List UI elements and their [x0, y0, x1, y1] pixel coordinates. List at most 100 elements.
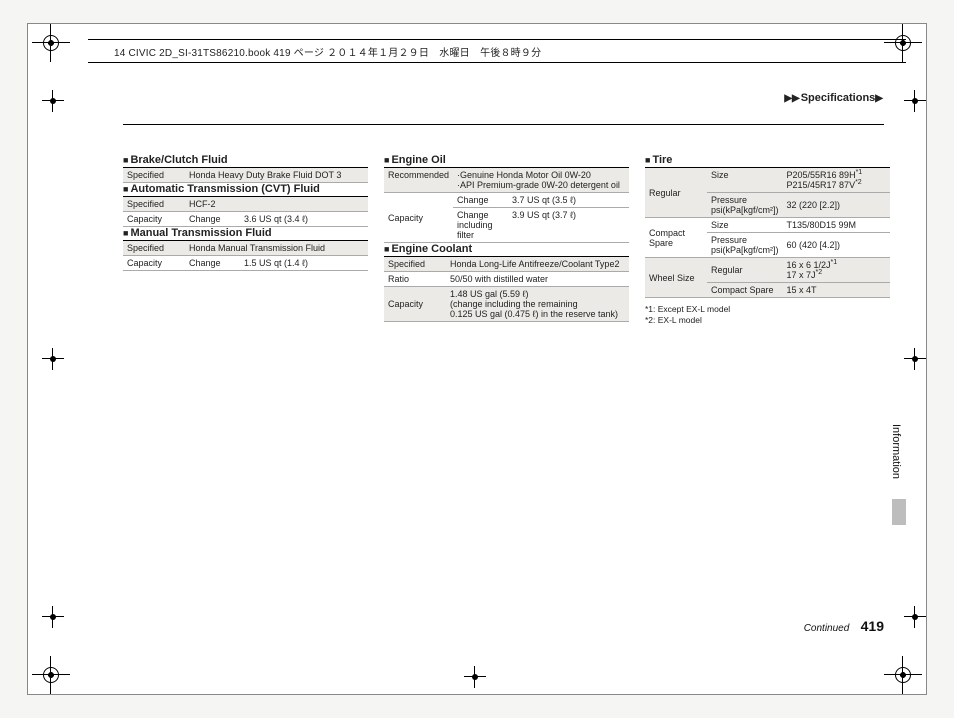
breadcrumb: ▶▶Specifications▶	[784, 92, 884, 104]
arrow-icon: ▶	[875, 93, 883, 104]
spec-table: Specified Honda Long-Life Antifreeze/Coo…	[384, 257, 629, 322]
page-frame: 14 CIVIC 2D_SI-31TS86210.book 419 ページ ２０…	[27, 23, 927, 695]
row-label: Regular	[645, 168, 707, 218]
value-line: 16 x 6 1/2J	[787, 260, 831, 270]
row-sub: Compact Spare	[707, 283, 783, 298]
row-value: 3.9 US qt (3.7 ℓ)	[508, 208, 629, 243]
footnotes: *1: Except EX-L model *2: EX-L model	[645, 304, 890, 326]
section-title-text: Automatic Transmission (CVT) Fluid	[130, 183, 319, 195]
row-sub: Change	[185, 212, 240, 227]
table-row: Specified Honda Manual Transmission Flui…	[123, 241, 368, 256]
value-line: P215/45R17 87V	[787, 180, 856, 190]
value-line: 17 x 7J	[787, 270, 816, 280]
row-value: P205/55R16 89H*1 P215/45R17 87V*2	[783, 168, 890, 193]
value-line: 0.125 US gal (0.475 ℓ) in the reserve ta…	[450, 309, 618, 319]
regmark-icon	[890, 662, 916, 688]
divider	[123, 124, 884, 125]
table-row: Capacity Change 3.7 US qt (3.5 ℓ)	[384, 193, 629, 208]
value-line: ·API Premium-grade 0W-20 detergent oil	[457, 180, 620, 190]
table-row: Specified HCF-2	[123, 197, 368, 212]
section-title-text: Brake/Clutch Fluid	[130, 154, 227, 166]
row-value: T135/80D15 99M	[783, 218, 890, 233]
table-row: Regular Size P205/55R16 89H*1 P215/45R17…	[645, 168, 890, 193]
section-title: Automatic Transmission (CVT) Fluid	[123, 183, 368, 197]
row-label: Capacity	[123, 256, 185, 271]
section-title: Engine Oil	[384, 154, 629, 168]
row-value: 1.5 US qt (1.4 ℓ)	[240, 256, 368, 271]
value-line: psi(kPa[kgf/cm²])	[711, 205, 779, 215]
crossmark-icon	[46, 610, 60, 624]
footnote: *1: Except EX-L model	[645, 304, 890, 315]
section-title: Tire	[645, 154, 890, 168]
table-row: Specified Honda Long-Life Antifreeze/Coo…	[384, 257, 629, 272]
value-line: P205/55R16 89H	[787, 170, 856, 180]
row-value: 16 x 6 1/2J*1 17 x 7J*2	[783, 258, 890, 283]
regmark-icon	[38, 662, 64, 688]
row-sub: Change	[185, 256, 240, 271]
section-title-text: Engine Oil	[391, 154, 445, 166]
header-band: 14 CIVIC 2D_SI-31TS86210.book 419 ページ ２０…	[88, 39, 906, 63]
table-row: Compact Spare Size T135/80D15 99M	[645, 218, 890, 233]
crossmark-icon	[908, 610, 922, 624]
footnote: *2: EX-L model	[645, 315, 890, 326]
row-value: Honda Long-Life Antifreeze/Coolant Type2	[446, 257, 629, 272]
column-3: Tire Regular Size P205/55R16 89H*1 P215/…	[645, 154, 890, 326]
row-label: Ratio	[384, 272, 446, 287]
value-line: 1.48 US gal (5.59 ℓ)	[450, 289, 528, 299]
table-row: Capacity Change 1.5 US qt (1.4 ℓ)	[123, 256, 368, 271]
page-number: 419	[861, 618, 884, 634]
row-sub: Pressure psi(kPa[kgf/cm²])	[707, 233, 783, 258]
row-sub: Size	[707, 168, 783, 193]
section-title: Brake/Clutch Fluid	[123, 154, 368, 168]
spec-table: Specified Honda Manual Transmission Flui…	[123, 241, 368, 271]
crossmark-icon	[908, 94, 922, 108]
row-value: 15 x 4T	[783, 283, 890, 298]
section-title-text: Tire	[652, 154, 672, 166]
section-title: Engine Coolant	[384, 243, 629, 257]
value-line: Pressure	[711, 195, 747, 205]
footnote-ref: *1	[831, 259, 838, 266]
spec-table: Recommended ·Genuine Honda Motor Oil 0W-…	[384, 168, 629, 243]
section-title-text: Manual Transmission Fluid	[130, 227, 271, 239]
row-sub: Pressure psi(kPa[kgf/cm²])	[707, 193, 783, 218]
row-value: 60 (420 [4.2])	[783, 233, 890, 258]
value-line: (change including the remaining	[450, 299, 578, 309]
breadcrumb-text: Specifications	[801, 92, 876, 104]
page-footer: Continued 419	[804, 618, 884, 634]
continued-label: Continued	[804, 623, 850, 634]
section-title-text: Engine Coolant	[391, 243, 472, 255]
value-line: Pressure	[711, 235, 747, 245]
side-tab-label: Information	[890, 424, 902, 479]
crossmark-icon	[468, 670, 482, 684]
row-label: Specified	[123, 197, 185, 212]
arrow-icon: ▶▶	[784, 93, 799, 104]
row-value: ·Genuine Honda Motor Oil 0W-20 ·API Prem…	[453, 168, 629, 193]
content-area: Brake/Clutch Fluid Specified Honda Heavy…	[123, 154, 893, 326]
table-row: Recommended ·Genuine Honda Motor Oil 0W-…	[384, 168, 629, 193]
row-value: HCF-2	[185, 197, 368, 212]
row-label: Capacity	[384, 287, 446, 322]
row-value: 32 (220 [2.2])	[783, 193, 890, 218]
row-label: Wheel Size	[645, 258, 707, 298]
crossmark-icon	[908, 352, 922, 366]
spec-table: Specified HCF-2 Capacity Change 3.6 US q…	[123, 197, 368, 227]
row-value: 3.7 US qt (3.5 ℓ)	[508, 193, 629, 208]
regmark-icon	[38, 30, 64, 56]
row-label: Capacity	[123, 212, 185, 227]
row-label: Recommended	[384, 168, 453, 193]
row-sub: Regular	[707, 258, 783, 283]
crossmark-icon	[46, 94, 60, 108]
row-label: Specified	[123, 168, 185, 183]
section-title: Manual Transmission Fluid	[123, 227, 368, 241]
table-row: Ratio 50/50 with distilled water	[384, 272, 629, 287]
row-value: 3.6 US qt (3.4 ℓ)	[240, 212, 368, 227]
row-sub: Change including filter	[453, 208, 508, 243]
spec-table: Specified Honda Heavy Duty Brake Fluid D…	[123, 168, 368, 183]
column-1: Brake/Clutch Fluid Specified Honda Heavy…	[123, 154, 368, 326]
table-row: Capacity 1.48 US gal (5.59 ℓ) (change in…	[384, 287, 629, 322]
row-label: Capacity	[384, 193, 453, 243]
table-row: Specified Honda Heavy Duty Brake Fluid D…	[123, 168, 368, 183]
table-row: Capacity Change 3.6 US qt (3.4 ℓ)	[123, 212, 368, 227]
footnote-ref: *2	[855, 179, 862, 186]
value-line: ·Genuine Honda Motor Oil 0W-20	[457, 170, 591, 180]
